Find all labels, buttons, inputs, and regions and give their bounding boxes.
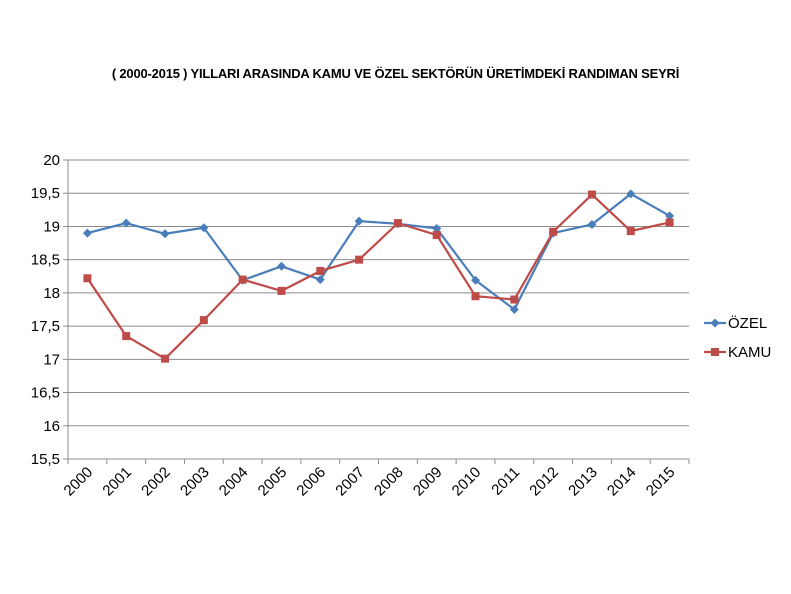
y-tick-label: 17: [43, 351, 60, 368]
series-line-kamu: [86, 193, 670, 360]
data-point: [199, 223, 209, 233]
data-point: [276, 261, 286, 271]
x-tick-label: 2002: [138, 464, 174, 500]
x-tick-label: 2005: [255, 464, 291, 500]
data-point: [83, 274, 92, 283]
data-point: [432, 223, 442, 233]
x-axis-ticks: 2000 2001 2002 2003 2004 2005 2006 2007 2008 2009…: [61, 459, 690, 500]
data-point: [238, 275, 247, 284]
data-point: [549, 227, 558, 236]
y-tick-label: 18: [43, 285, 60, 302]
data-point: [626, 189, 636, 199]
legend-marker: [710, 318, 720, 328]
legend-label: ÖZEL: [728, 314, 767, 332]
x-tick-label: 2006: [293, 464, 329, 500]
x-tick-label: 2011: [488, 464, 523, 499]
x-tick-label: 2010: [449, 464, 485, 500]
y-tick-label: 19,5: [31, 185, 60, 202]
x-tick-label: 2000: [61, 464, 97, 500]
data-point: [665, 211, 675, 221]
x-tick-label: 2012: [526, 464, 562, 500]
series-markers: [82, 189, 675, 363]
data-point: [393, 219, 402, 228]
y-tick-label: 16: [43, 418, 60, 435]
y-tick-label: 20: [43, 152, 60, 169]
series-line-özel: [87, 192, 671, 311]
data-point: [355, 255, 364, 264]
data-point: [199, 316, 208, 325]
data-point: [82, 228, 92, 238]
x-tick-label: 2003: [177, 464, 213, 500]
data-point: [354, 216, 364, 226]
data-point: [160, 229, 170, 239]
data-point: [509, 305, 519, 314]
data-point: [432, 231, 441, 240]
x-tick-label: 2008: [371, 464, 407, 500]
data-point: [471, 275, 481, 285]
y-tick-label: 17,5: [31, 318, 60, 335]
axes: [67, 160, 689, 460]
chart-title: ( 2000-2015 ) YILLARI ARASINDA KAMU VE Ö…: [111, 66, 680, 81]
legend-marker: [711, 348, 719, 356]
grid-lines: [68, 159, 689, 460]
x-tick-label: 2004: [216, 464, 252, 500]
x-tick-label: 2013: [565, 464, 601, 500]
y-tick-label: 15,5: [31, 451, 60, 468]
series-lines: [86, 192, 671, 360]
data-point: [587, 219, 597, 229]
data-point: [510, 295, 519, 304]
data-point: [277, 286, 286, 295]
data-point: [315, 275, 325, 285]
y-tick-label: 18,5: [31, 252, 60, 269]
x-tick-label: 2014: [604, 464, 640, 500]
y-tick-label: 16,5: [31, 385, 60, 402]
data-point: [587, 190, 596, 199]
data-point: [121, 218, 131, 228]
data-point: [471, 292, 480, 301]
x-tick-label: 2001: [99, 464, 135, 500]
y-axis-ticks: 20 19,5 19 18,5 18 17,5 17 16,5 16 15,5: [31, 152, 68, 468]
data-point: [122, 332, 131, 341]
data-point: [665, 218, 674, 227]
y-tick-label: 19: [43, 218, 60, 235]
x-tick-label: 2007: [332, 464, 368, 500]
x-tick-label: 2009: [410, 464, 446, 500]
data-point: [161, 354, 170, 363]
legend-label: KAMU: [728, 344, 771, 361]
legend: ÖZEL KAMU: [704, 314, 771, 361]
data-point: [316, 266, 325, 275]
data-point: [626, 227, 635, 236]
x-tick-label: 2015: [643, 464, 679, 500]
